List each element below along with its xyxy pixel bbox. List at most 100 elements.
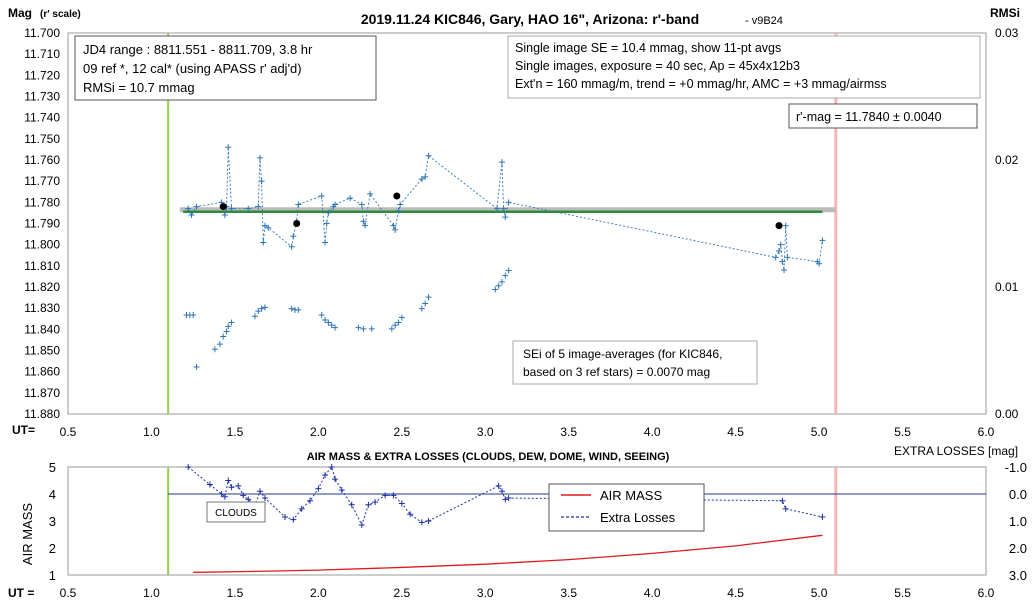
rms-point: [355, 324, 362, 331]
bottom-y2-tick-label: 2.0: [1009, 541, 1027, 556]
y-axis-label: Mag: [8, 6, 32, 20]
target-point: [255, 203, 262, 210]
extra-loss-point: [425, 518, 432, 524]
extra-loss-point: [372, 499, 379, 506]
y-tick-label: 11.820: [24, 280, 60, 294]
extra-loss-point: [502, 496, 509, 503]
x-tick-label: 2.5: [393, 425, 410, 439]
rms-point: [492, 286, 499, 293]
target-point: [776, 248, 783, 255]
x-tick-label: 3.5: [560, 425, 577, 439]
target-point: [397, 201, 404, 208]
rms-point: [288, 305, 295, 312]
x-tick-label: 4.5: [727, 425, 744, 439]
rms-point: [255, 308, 262, 315]
extra-loss-point: [315, 485, 322, 492]
y-tick-label: 11.830: [24, 301, 60, 315]
bottom-x-tick-label: 1.5: [227, 586, 244, 600]
target-point: [772, 254, 779, 261]
sei-line-1: SEi of 5 image-averages (for KIC846,: [523, 347, 722, 361]
target-point: [228, 205, 235, 212]
x-tick-label: 4.0: [644, 425, 661, 439]
x-tick-label: 6.0: [978, 425, 995, 439]
bottom-y-tick-label: 5: [49, 460, 56, 475]
target-point: [360, 218, 367, 225]
target-point: [493, 205, 500, 212]
extra-loss-point: [382, 492, 389, 499]
extra-loss-point: [332, 476, 339, 483]
info-box-left: [74, 35, 377, 101]
extra-loss-point: [348, 501, 355, 508]
extra-loss-point: [225, 477, 232, 484]
bottom-x-tick-label: 1.0: [143, 586, 160, 600]
sei-box: [512, 340, 758, 385]
extra-loss-point: [819, 513, 826, 520]
y-tick-label: 11.780: [24, 195, 60, 209]
extra-loss-point: [185, 464, 192, 470]
bottom-y-tick-label: 1: [49, 568, 56, 583]
target-point: [261, 222, 268, 229]
rms-point: [332, 324, 339, 331]
target-point: [777, 241, 784, 248]
target-point: [392, 226, 399, 233]
average-point: [775, 222, 783, 230]
rms-point: [392, 322, 399, 329]
info-right-line-1: Single image SE = 10.4 mmag, show 11-pt …: [515, 41, 781, 55]
target-point: [288, 243, 295, 250]
y-axis-label-sub: (r' scale): [40, 9, 81, 20]
rms-point: [216, 341, 223, 348]
bottom-x-tick-label: 6.0: [978, 586, 995, 600]
info-left-line-2: 09 ref *, 12 cal* (using APASS r' adj'd): [83, 61, 302, 76]
extra-loss-point: [221, 493, 228, 500]
target-point: [781, 267, 788, 274]
target-point: [185, 205, 192, 212]
top-chart: 2019.11.24 KIC846, Gary, HAO 16", Arizon…: [8, 6, 1020, 439]
target-point: [318, 192, 325, 199]
rms-point: [228, 319, 235, 326]
target-point: [256, 154, 263, 161]
bottom-x-tick-label: 2.5: [393, 586, 410, 600]
rms-point: [418, 305, 425, 312]
bottom-x-tick-label: 0.5: [60, 586, 77, 600]
bottom-legend: [548, 483, 705, 532]
extra-loss-point: [779, 497, 786, 504]
extra-loss-point: [290, 516, 297, 523]
rms-point: [502, 272, 509, 279]
rms-point: [261, 304, 268, 311]
target-point: [258, 178, 265, 185]
target-point: [323, 220, 330, 227]
y-tick-label: 11.750: [24, 132, 60, 146]
y2-tick-label: 0.03: [995, 26, 1019, 40]
rms-point: [295, 306, 302, 313]
extra-loss-point: [407, 511, 414, 518]
y-tick-label: 11.800: [24, 238, 60, 252]
bottom-x-tick-label: 2.0: [310, 586, 327, 600]
extra-loss-point: [206, 481, 213, 488]
info-right-line-3: Ext'n = 160 mmag/m, trend = +0 mmag/hr, …: [515, 77, 887, 91]
extra-loss-point: [218, 491, 225, 497]
rms-point: [190, 311, 197, 318]
extra-loss-point: [495, 482, 502, 489]
y-tick-label: 11.730: [24, 90, 60, 104]
rms-point: [225, 323, 232, 330]
x-tick-label: 3.0: [477, 425, 494, 439]
rms-point: [495, 282, 502, 289]
bottom-plot-area: [67, 466, 987, 576]
bottom-y-tick-label: 2: [49, 541, 56, 556]
y-tick-label: 11.760: [24, 153, 60, 167]
extra-loss-point: [390, 492, 397, 499]
target-point: [422, 173, 429, 180]
extra-loss-point: [245, 496, 252, 503]
target-point: [425, 152, 432, 159]
y-tick-label: 11.740: [24, 111, 60, 125]
legend-losses-label: Extra Losses: [600, 510, 676, 525]
average-point: [393, 192, 401, 200]
target-point: [498, 159, 505, 166]
target-point: [418, 176, 425, 183]
chart-subtitle: - v9B24: [745, 15, 783, 27]
y-tick-label: 11.700: [24, 26, 60, 40]
target-point: [322, 239, 329, 246]
target-point: [325, 209, 332, 216]
extra-loss-point: [281, 513, 288, 520]
